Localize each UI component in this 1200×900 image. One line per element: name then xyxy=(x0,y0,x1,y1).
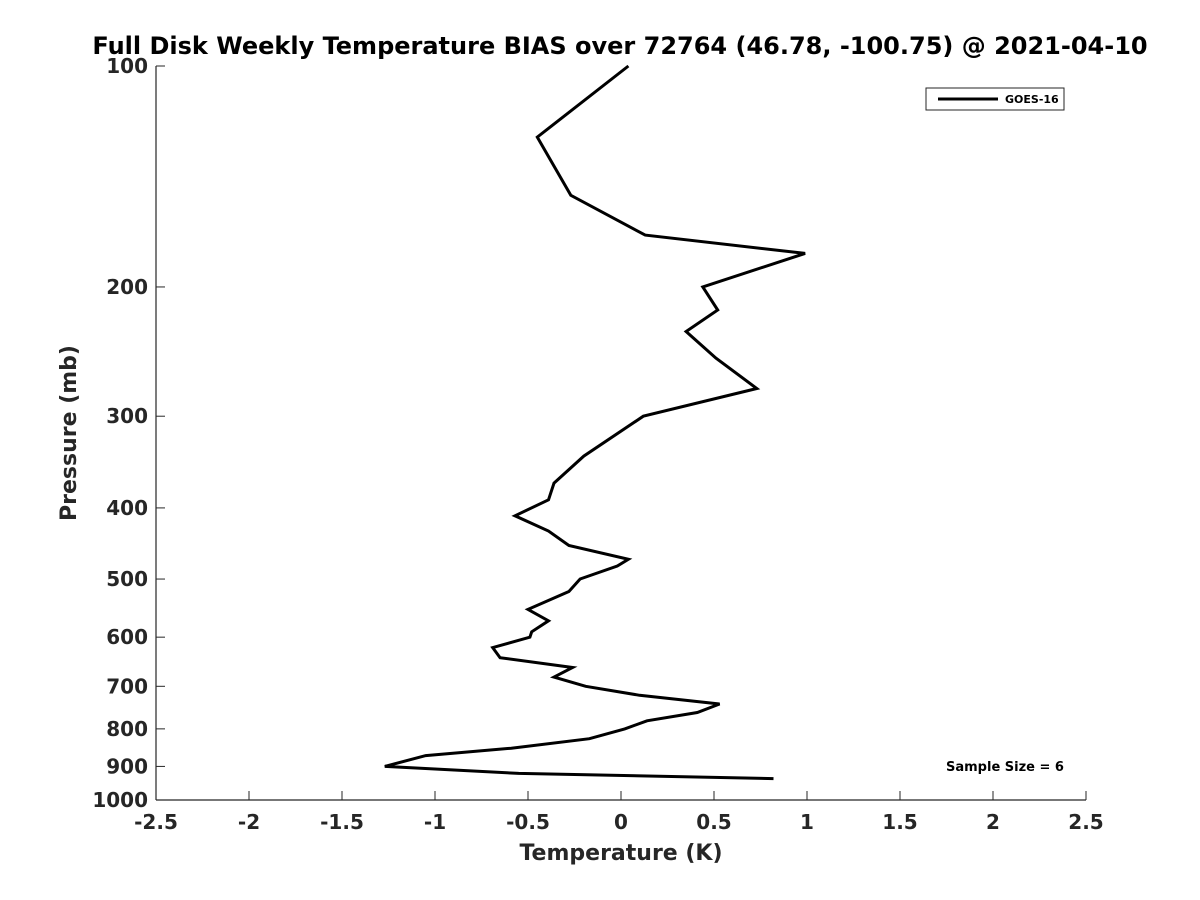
series-line-goes-16 xyxy=(384,64,806,781)
series-layer xyxy=(384,64,806,781)
y-tick-label: 800 xyxy=(106,717,148,741)
y-tick-label: 600 xyxy=(106,625,148,649)
y-ticks: 100 200 300 400 500 600 700 800 900 1000 xyxy=(92,54,165,812)
x-ticks: -2.5 -2 -1.5 -1 -0.5 0 0.5 1 1.5 2 2.5 xyxy=(134,791,1104,834)
y-tick-label: 700 xyxy=(106,674,148,698)
y-tick-label: 200 xyxy=(106,275,148,299)
y-tick-label: 1000 xyxy=(92,788,148,812)
y-tick-label: 300 xyxy=(106,404,148,428)
y-axis-label: Pressure (mb) xyxy=(57,345,82,521)
chart-title: Full Disk Weekly Temperature BIAS over 7… xyxy=(92,32,1147,60)
x-tick-label: 1.5 xyxy=(882,810,917,834)
x-tick-label: 2 xyxy=(986,810,1000,834)
plot-axes xyxy=(155,66,1086,801)
x-axis-label: Temperature (K) xyxy=(519,841,722,866)
x-tick-label: 2.5 xyxy=(1068,810,1103,834)
x-tick-label: -1.5 xyxy=(320,810,364,834)
x-tick-label: 0.5 xyxy=(696,810,731,834)
x-tick-label: -0.5 xyxy=(506,810,550,834)
sample-size-annotation: Sample Size = 6 xyxy=(946,760,1064,775)
y-tick-label: 900 xyxy=(106,754,148,778)
legend-label-goes-16: GOES-16 xyxy=(1005,93,1059,106)
x-tick-label: 1 xyxy=(800,810,814,834)
y-tick-label: 500 xyxy=(106,567,148,591)
x-tick-label: 0 xyxy=(614,810,628,834)
x-tick-label: -1 xyxy=(424,810,446,834)
x-tick-label: -2 xyxy=(238,810,260,834)
y-tick-label: 400 xyxy=(106,496,148,520)
legend: GOES-16 xyxy=(925,87,1065,111)
x-tick-label: -2.5 xyxy=(134,810,178,834)
y-tick-label: 100 xyxy=(106,54,148,78)
